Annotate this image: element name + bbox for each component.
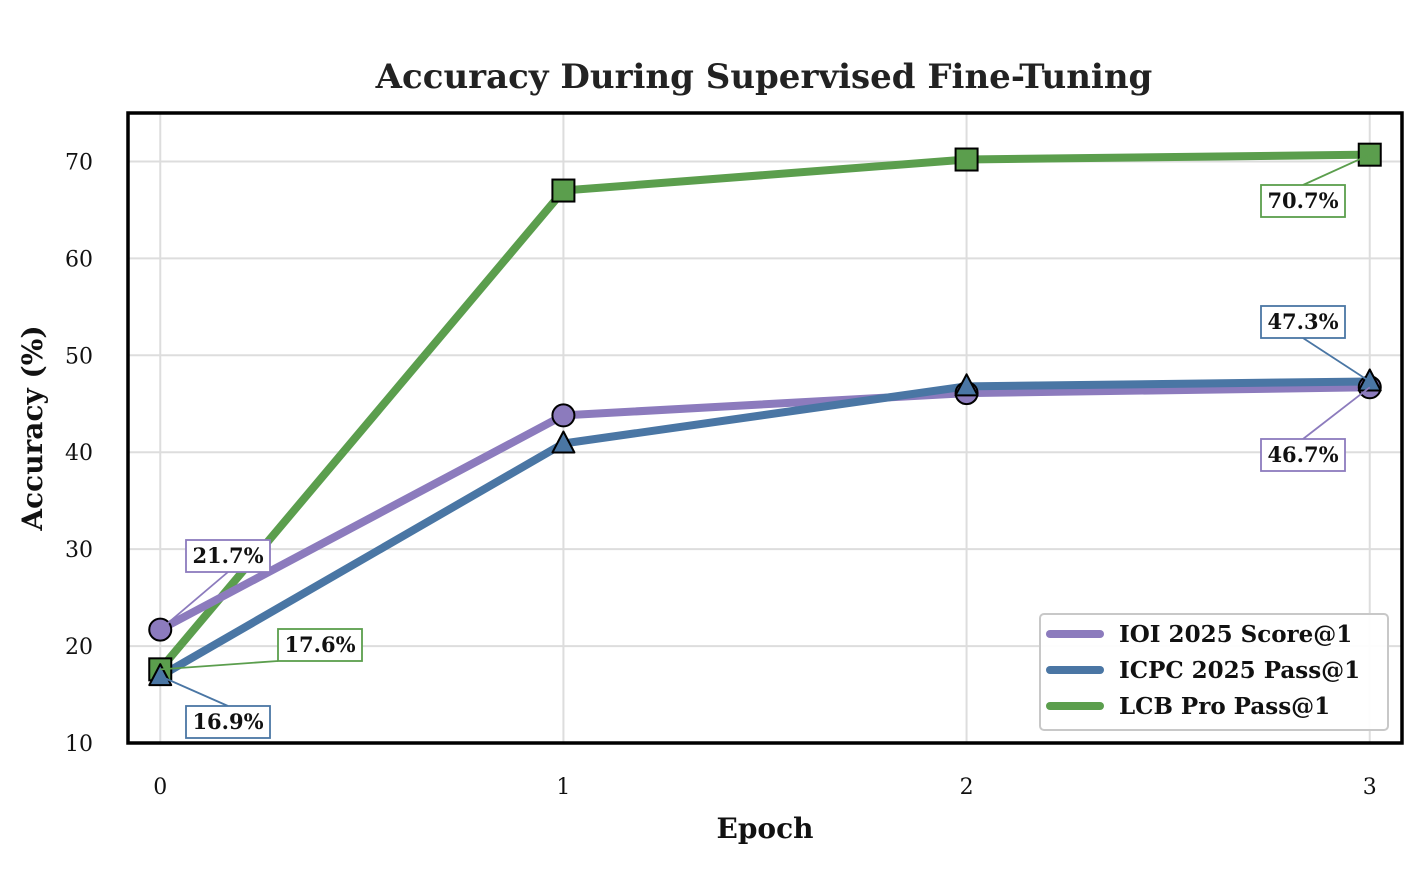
data-markers <box>148 142 1382 687</box>
x-axis-label: Epoch <box>716 812 813 845</box>
legend: IOI 2025 Score@1 ICPC 2025 Pass@1 LCB Pro … <box>1039 613 1389 731</box>
annotation-box <box>185 705 271 739</box>
annotation-connector <box>1302 386 1371 440</box>
x-tick-label: 0 <box>153 775 167 800</box>
legend-entry: IOI 2025 Score@1 <box>1119 621 1352 648</box>
x-tick-label: 2 <box>960 775 974 800</box>
annotation-box <box>1260 438 1346 472</box>
annotation-connector <box>1302 153 1371 186</box>
y-tick-label: 70 <box>65 150 93 175</box>
x-tick-label: 1 <box>556 775 570 800</box>
y-tick-label: 10 <box>65 732 93 757</box>
annotation-label: 21.7% <box>192 543 263 568</box>
annotation-label: 17.6% <box>284 632 355 657</box>
annotation-box <box>185 539 271 573</box>
y-tick-label: 30 <box>65 538 93 563</box>
annotation-connector <box>160 660 279 671</box>
data-point <box>551 430 576 454</box>
plot-frame <box>126 111 1404 745</box>
legend-box <box>1039 613 1389 731</box>
y-axis-label: Accuracy (%) <box>16 325 49 531</box>
y-tick-labels: 10 20 30 40 50 60 70 <box>65 150 93 757</box>
chart-title: Accuracy During Supervised Fine-Tuning <box>375 57 1153 97</box>
legend-entry: LCB Pro Pass@1 <box>1119 693 1330 720</box>
series-line <box>156 150 1374 674</box>
data-point <box>148 663 173 687</box>
x-tick-labels: 0 1 2 3 <box>153 775 1376 800</box>
data-point <box>1357 368 1382 392</box>
annotation-connector <box>159 675 229 707</box>
series-lines <box>156 150 1374 681</box>
data-point <box>551 403 576 428</box>
y-tick-label: 50 <box>65 344 93 369</box>
annotation-connector <box>159 571 229 631</box>
annotation-box <box>1260 184 1346 218</box>
series-line <box>156 383 1374 634</box>
data-annotations: 21.7% 17.6% 16.9% 70.7% 47.3% 46.7% <box>159 153 1371 739</box>
data-point <box>551 178 576 203</box>
annotation-connector <box>1302 337 1371 383</box>
annotation-box <box>1260 305 1346 339</box>
annotation-label: 46.7% <box>1267 442 1338 467</box>
data-point <box>954 147 979 172</box>
annotation-box <box>277 628 363 662</box>
legend-entry: ICPC 2025 Pass@1 <box>1119 657 1360 684</box>
series-line <box>156 377 1374 681</box>
annotation-label: 16.9% <box>192 709 263 734</box>
y-tick-label: 20 <box>65 635 93 660</box>
y-tick-label: 60 <box>65 247 93 272</box>
annotation-label: 47.3% <box>1267 309 1338 334</box>
annotation-label: 70.7% <box>1267 188 1338 213</box>
data-point <box>954 373 979 397</box>
y-tick-label: 40 <box>65 441 93 466</box>
x-tick-label: 3 <box>1363 775 1377 800</box>
